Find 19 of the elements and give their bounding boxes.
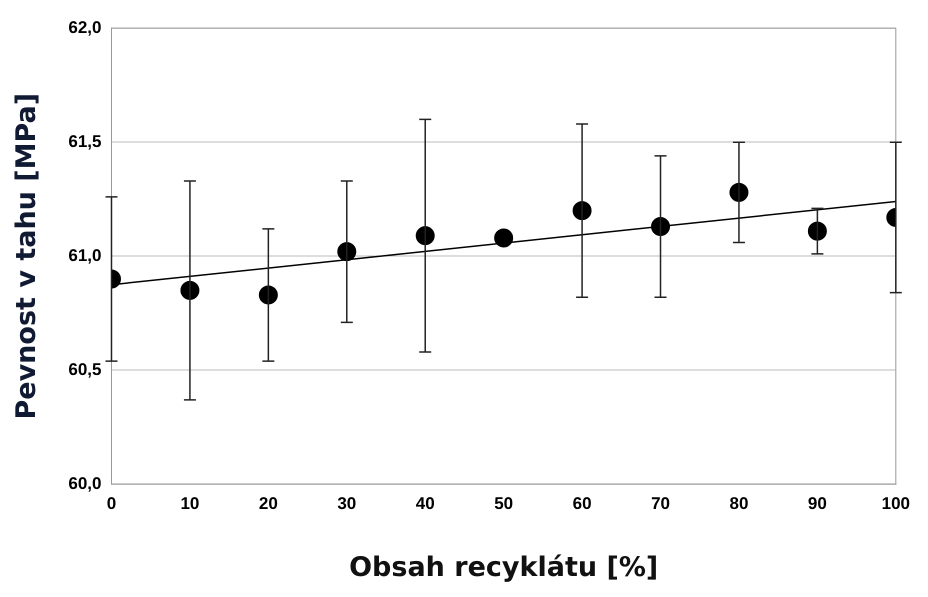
y-axis-title: Pevnost v tahu [MPa] bbox=[11, 92, 42, 420]
x-tick-label: 70 bbox=[651, 494, 670, 514]
x-tick-label: 90 bbox=[808, 494, 827, 514]
x-tick-label: 80 bbox=[729, 494, 748, 514]
x-tick-label: 0 bbox=[106, 494, 116, 514]
x-tick-label: 20 bbox=[258, 494, 278, 514]
y-tick-label: 61,5 bbox=[68, 132, 102, 151]
x-tick-label: 40 bbox=[416, 494, 435, 514]
y-tick-label: 60,0 bbox=[68, 474, 102, 493]
y-tick-label: 60,5 bbox=[68, 360, 102, 379]
x-tick-label: 60 bbox=[572, 494, 592, 514]
x-tick-label: 30 bbox=[337, 494, 356, 514]
x-tick-label: 50 bbox=[494, 494, 514, 514]
x-tick-label: 100 bbox=[882, 494, 910, 514]
y-tick-label: 62,0 bbox=[68, 18, 102, 37]
x-axis-title: Obsah recyklátu [%] bbox=[349, 552, 658, 583]
x-tick-label: 10 bbox=[180, 494, 200, 514]
y-tick-label: 61,0 bbox=[68, 246, 102, 265]
point bbox=[494, 228, 514, 248]
